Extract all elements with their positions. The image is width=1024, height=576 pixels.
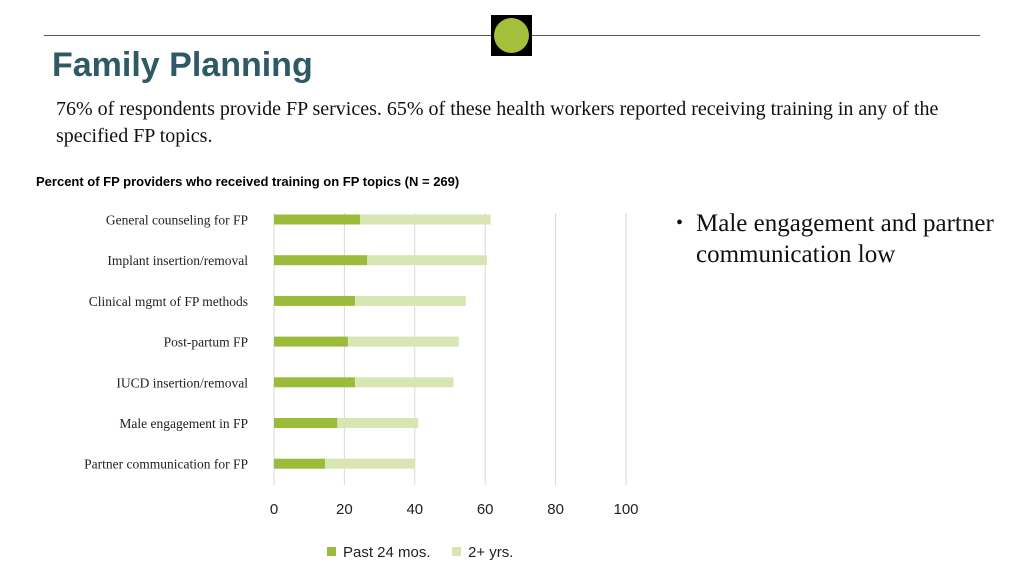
bar-past-24-mos-6 — [274, 458, 326, 469]
bar-2plus-yrs-0 — [360, 214, 491, 225]
bullet-icon: • — [676, 212, 684, 234]
bar-past-24-mos-3 — [274, 336, 348, 347]
legend-swatch-0 — [327, 547, 336, 556]
x-tick-label: 0 — [270, 501, 278, 518]
green-circle-icon — [494, 18, 529, 53]
bullet-item: • Male engagement and partner communicat… — [676, 208, 996, 270]
x-tick-label: 100 — [613, 501, 638, 518]
bar-past-24-mos-0 — [274, 214, 361, 225]
category-label: General counseling for FP — [106, 213, 248, 228]
bullet-text: Male engagement and partner communicatio… — [696, 210, 994, 268]
legend-label-0: Past 24 mos. — [343, 544, 431, 561]
category-label: Male engagement in FP — [119, 416, 248, 431]
category-label: Post-partum FP — [164, 335, 248, 350]
bar-chart: General counseling for FP Implant inserti… — [84, 213, 638, 562]
bar-2plus-yrs-4 — [354, 377, 454, 388]
bullet-list: • Male engagement and partner communicat… — [676, 208, 996, 270]
slide-title: Family Planning — [52, 46, 313, 84]
bar-past-24-mos-4 — [274, 377, 355, 388]
category-label: IUCD insertion/removal — [116, 375, 248, 390]
chart-title: Percent of FP providers who received tra… — [36, 174, 460, 189]
category-label: Clinical mgmt of FP methods — [89, 294, 248, 309]
category-label: Partner communication for FP — [84, 457, 248, 472]
header-badge — [491, 15, 532, 56]
x-tick-label: 60 — [477, 501, 494, 518]
x-tick-label: 80 — [547, 501, 564, 518]
bar-past-24-mos-1 — [274, 255, 368, 266]
x-tick-label: 40 — [406, 501, 423, 518]
bar-past-24-mos-5 — [274, 418, 338, 428]
x-tick-label: 20 — [336, 501, 353, 518]
legend-label-1: 2+ yrs. — [468, 544, 513, 561]
bar-2plus-yrs-3 — [347, 336, 459, 347]
bar-2plus-yrs-2 — [354, 295, 466, 306]
bar-2plus-yrs-5 — [337, 418, 419, 428]
category-label: Implant insertion/removal — [107, 253, 248, 268]
bar-2plus-yrs-6 — [325, 458, 415, 469]
bar-2plus-yrs-1 — [367, 255, 487, 266]
slide-subtitle: 76% of respondents provide FP services. … — [56, 98, 939, 147]
legend-swatch-1 — [452, 547, 461, 556]
bar-past-24-mos-2 — [274, 295, 355, 306]
